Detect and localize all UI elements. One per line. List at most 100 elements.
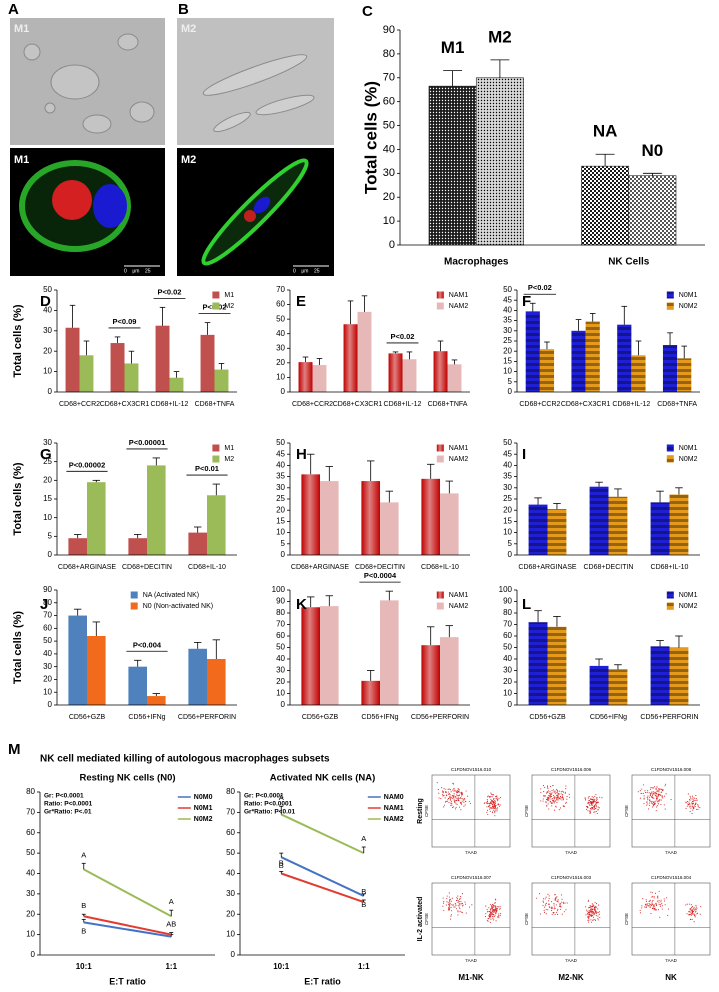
event-dot bbox=[497, 800, 499, 802]
event-dot bbox=[694, 803, 696, 806]
file-name: C1FDNOV1516.008 bbox=[651, 767, 692, 772]
dot-plot-frame bbox=[431, 882, 511, 956]
cell bbox=[23, 43, 41, 61]
event-dot bbox=[648, 903, 650, 905]
event-dot bbox=[553, 799, 555, 801]
event-dot bbox=[453, 797, 455, 799]
event-dot bbox=[559, 796, 562, 798]
event-dot bbox=[557, 908, 559, 910]
event-dot bbox=[596, 812, 598, 815]
event-dot bbox=[492, 806, 494, 808]
event-dot bbox=[661, 796, 663, 798]
event-dot bbox=[447, 902, 449, 904]
event-dot bbox=[490, 800, 492, 803]
event-dot bbox=[658, 789, 660, 791]
event-dot bbox=[459, 910, 461, 912]
event-dot bbox=[496, 916, 498, 918]
event-dot bbox=[565, 801, 567, 803]
event-dot bbox=[652, 794, 654, 796]
event-dot bbox=[650, 793, 652, 795]
bar bbox=[388, 353, 403, 392]
bar bbox=[301, 474, 320, 555]
event-dot bbox=[540, 788, 542, 790]
event-dot bbox=[565, 788, 567, 790]
event-dot bbox=[658, 900, 660, 902]
event-dot bbox=[441, 787, 443, 789]
event-dot bbox=[655, 810, 657, 812]
event-dot bbox=[457, 797, 459, 799]
event-dot bbox=[486, 800, 489, 802]
event-dot bbox=[597, 806, 599, 808]
y-tick-label: 10 bbox=[276, 373, 285, 382]
event-dot bbox=[585, 909, 587, 911]
dot-plot-frame bbox=[631, 774, 711, 848]
event-dot bbox=[494, 902, 496, 904]
event-dot bbox=[450, 906, 452, 908]
bar-name: NA bbox=[593, 122, 618, 141]
y-tick-label: 50 bbox=[276, 314, 285, 323]
event-dot bbox=[446, 898, 448, 900]
event-dot bbox=[652, 797, 654, 799]
event-dot bbox=[689, 911, 691, 913]
y-axis-label: CFSE bbox=[424, 805, 429, 817]
y-tick-label: 0 bbox=[508, 387, 513, 396]
y-tick-label: 30 bbox=[276, 343, 285, 352]
event-dot bbox=[487, 809, 489, 811]
event-dot bbox=[458, 797, 460, 799]
y-tick-label: 40 bbox=[26, 869, 35, 878]
event-dot bbox=[649, 799, 651, 801]
event-dot bbox=[494, 815, 496, 817]
y-tick-label: 0 bbox=[281, 387, 286, 396]
event-dot bbox=[651, 903, 653, 905]
event-dot bbox=[446, 901, 448, 903]
dot-plot-frame bbox=[431, 774, 511, 848]
event-dot bbox=[650, 912, 652, 915]
x-tick-label: CD68+DECITIN bbox=[122, 564, 172, 571]
y-axis-label: CFSE bbox=[624, 805, 629, 817]
event-dot bbox=[592, 905, 594, 907]
panel-letter: I bbox=[522, 446, 526, 463]
event-dot bbox=[449, 799, 451, 801]
event-dot bbox=[547, 903, 549, 905]
event-dot bbox=[495, 920, 497, 922]
event-dot bbox=[460, 901, 462, 903]
event-dot bbox=[494, 911, 496, 913]
event-dot bbox=[589, 906, 591, 908]
event-dot bbox=[455, 790, 457, 792]
event-dot bbox=[693, 913, 695, 915]
event-dot bbox=[540, 791, 542, 793]
bar-name: N0 bbox=[642, 141, 664, 160]
event-dot bbox=[496, 798, 498, 800]
y-tick-label: 20 bbox=[276, 505, 285, 514]
event-dot bbox=[654, 792, 656, 794]
event-dot bbox=[699, 913, 701, 915]
event-dot bbox=[548, 795, 550, 797]
event-dot bbox=[649, 904, 651, 906]
bar bbox=[421, 645, 440, 705]
y-tick-label: 10 bbox=[503, 367, 512, 376]
event-dot bbox=[448, 896, 450, 898]
event-dot bbox=[651, 803, 653, 805]
y-tick-label: 0 bbox=[231, 950, 236, 959]
event-dot bbox=[558, 793, 560, 795]
x-tick-label: CD68+IL-12 bbox=[151, 401, 189, 408]
event-dot bbox=[659, 799, 661, 801]
bar bbox=[65, 327, 80, 392]
y-tick-label: 0 bbox=[48, 550, 53, 559]
event-dot bbox=[554, 791, 556, 793]
event-dot bbox=[595, 806, 598, 808]
event-dot bbox=[457, 914, 459, 916]
bar bbox=[301, 607, 320, 705]
event-dot bbox=[584, 797, 586, 799]
event-dot bbox=[459, 904, 461, 906]
event-dot bbox=[694, 916, 696, 918]
event-dot bbox=[564, 791, 566, 793]
event-dot bbox=[495, 899, 497, 901]
event-dot bbox=[494, 808, 496, 810]
bar bbox=[207, 659, 226, 705]
event-dot bbox=[458, 906, 460, 908]
event-dot bbox=[493, 798, 495, 800]
event-dot bbox=[694, 908, 696, 910]
event-dot bbox=[663, 898, 665, 900]
event-dot bbox=[451, 910, 453, 912]
